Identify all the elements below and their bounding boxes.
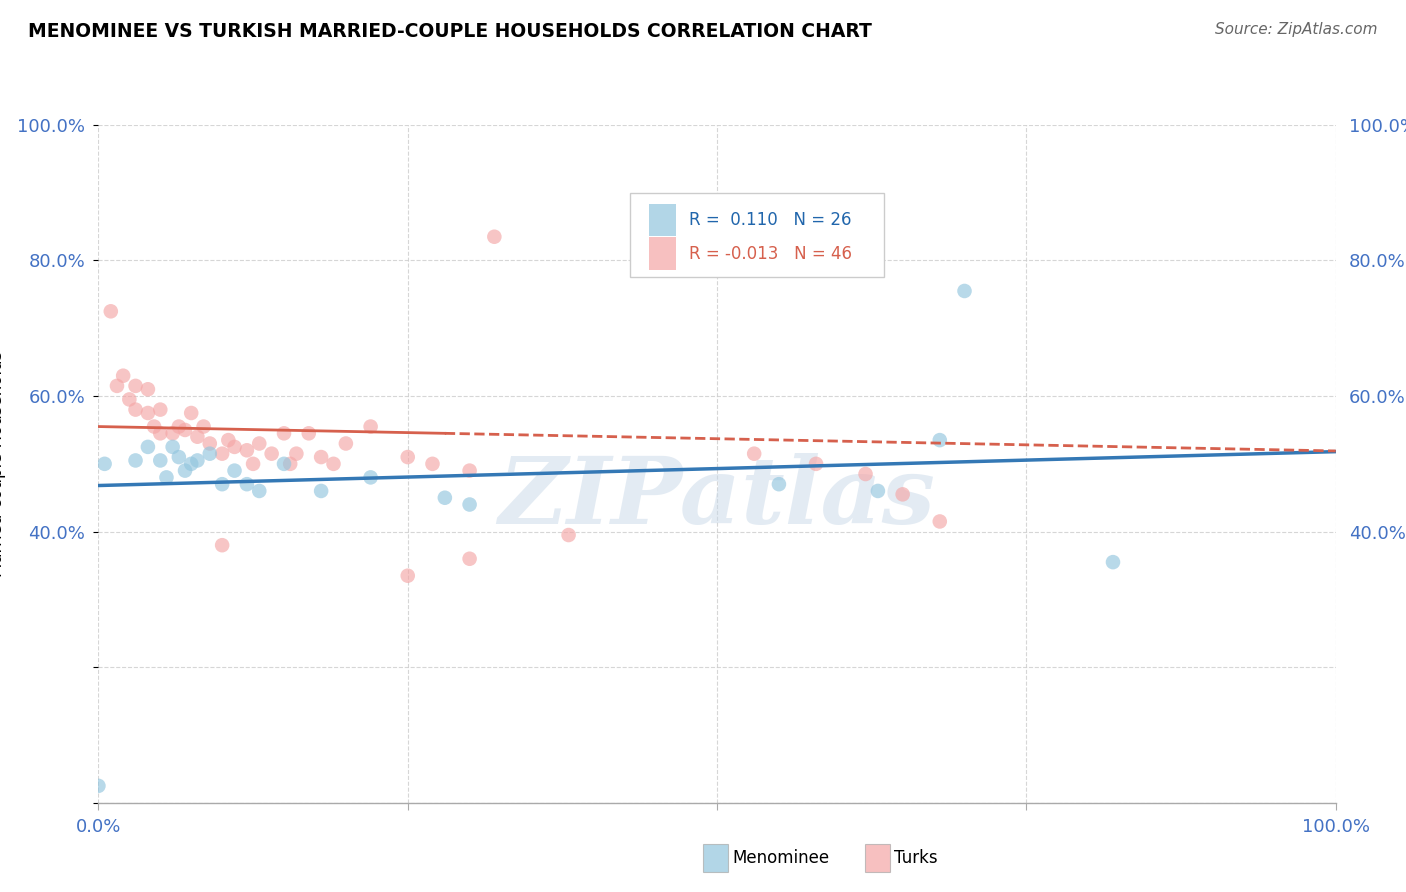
Point [242, 457, 264, 471]
Point [928, 433, 950, 447]
Point [180, 406, 202, 420]
Point [285, 447, 308, 461]
Point [322, 457, 344, 471]
Text: MENOMINEE VS TURKISH MARRIED-COUPLE HOUSEHOLDS CORRELATION CHART: MENOMINEE VS TURKISH MARRIED-COUPLE HOUS… [28, 22, 872, 41]
Point [458, 464, 481, 478]
Point [217, 433, 239, 447]
Point [928, 515, 950, 529]
Point [167, 419, 190, 434]
Point [742, 447, 765, 461]
Point [309, 483, 332, 498]
Text: Source: ZipAtlas.com: Source: ZipAtlas.com [1215, 22, 1378, 37]
Point [167, 450, 190, 464]
Point [186, 453, 208, 467]
Point [484, 229, 506, 244]
Point [260, 447, 283, 461]
Point [458, 551, 481, 566]
Point [236, 477, 259, 491]
Point [433, 491, 456, 505]
Point [198, 447, 221, 461]
Point [124, 453, 146, 467]
Point [149, 453, 172, 467]
Point [309, 450, 332, 464]
Point [891, 487, 914, 501]
Point [149, 426, 172, 441]
Point [1102, 555, 1125, 569]
Point [855, 467, 877, 481]
Point [136, 440, 159, 454]
Point [93, 457, 115, 471]
Point [247, 483, 270, 498]
Point [360, 419, 382, 434]
Point [422, 457, 444, 471]
Point [211, 447, 233, 461]
Point [298, 426, 321, 441]
Point [335, 436, 357, 450]
Point [211, 477, 233, 491]
Point [768, 477, 790, 491]
Point [118, 392, 141, 407]
Point [162, 426, 184, 441]
Y-axis label: Married-couple Households: Married-couple Households [0, 351, 6, 577]
Text: Menominee: Menominee [733, 849, 830, 867]
Point [458, 498, 481, 512]
Point [143, 419, 166, 434]
Point [136, 382, 159, 396]
Point [396, 568, 419, 582]
Point [396, 450, 419, 464]
Point [174, 464, 197, 478]
Point [124, 379, 146, 393]
Point [193, 419, 215, 434]
Point [273, 426, 295, 441]
Point [236, 443, 259, 458]
Point [149, 402, 172, 417]
Point [224, 464, 246, 478]
Point [162, 440, 184, 454]
Text: R =  0.110   N = 26: R = 0.110 N = 26 [689, 211, 851, 228]
Point [273, 457, 295, 471]
Point [174, 423, 197, 437]
Point [87, 779, 110, 793]
Text: Turks: Turks [894, 849, 938, 867]
Point [186, 430, 208, 444]
Point [112, 368, 135, 383]
Bar [650, 237, 676, 270]
Point [180, 457, 202, 471]
Point [124, 402, 146, 417]
Point [155, 470, 177, 484]
Point [247, 436, 270, 450]
Text: ZIPatlas: ZIPatlas [499, 453, 935, 542]
Point [866, 483, 889, 498]
Point [136, 406, 159, 420]
Point [360, 470, 382, 484]
FancyBboxPatch shape [630, 193, 884, 277]
Point [804, 457, 827, 471]
Point [100, 304, 122, 318]
Point [953, 284, 976, 298]
Point [278, 457, 301, 471]
Point [557, 528, 579, 542]
Point [105, 379, 128, 393]
Text: R = -0.013   N = 46: R = -0.013 N = 46 [689, 244, 852, 262]
Point [224, 440, 246, 454]
Bar [650, 203, 676, 236]
Point [211, 538, 233, 552]
Point [198, 436, 221, 450]
